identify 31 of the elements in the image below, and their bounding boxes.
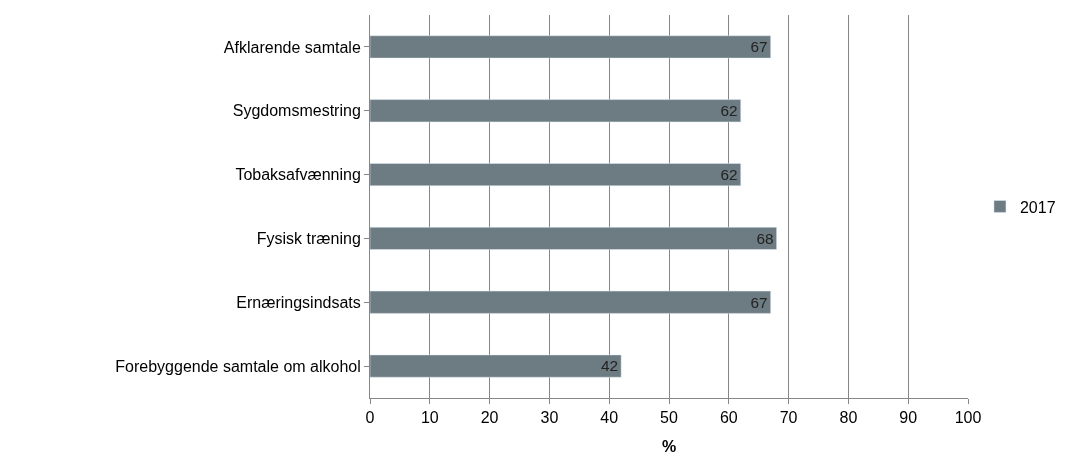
data-label: 67 [750, 38, 768, 56]
x-tick-label: 0 [365, 409, 375, 427]
y-tick-label: Sygdomsmestring [232, 102, 361, 120]
x-tick-label: 40 [600, 409, 619, 427]
y-tick-label: Ernæringsindsats [236, 293, 361, 311]
data-label: 68 [756, 229, 774, 247]
bar [370, 290, 771, 314]
data-label: 42 [600, 357, 619, 375]
x-tick-label: 60 [719, 409, 738, 427]
x-tick-label: 70 [779, 409, 798, 427]
data-label: 62 [720, 102, 738, 120]
bar [370, 227, 777, 250]
legend-label: 2017 [1019, 198, 1056, 216]
y-tick-label: Forebyggende samtale om alkohol [115, 357, 361, 375]
bar [370, 35, 771, 59]
x-tick-label: 10 [420, 409, 439, 427]
x-tick-label: 80 [839, 409, 858, 427]
data-label: 62 [720, 165, 738, 183]
x-tick-label: 30 [540, 409, 559, 427]
x-tick-label: 20 [480, 409, 499, 427]
bar [370, 99, 742, 123]
bar [370, 163, 742, 186]
x-axis-title: % [661, 437, 677, 455]
data-label: 67 [750, 293, 768, 311]
y-tick-label: Tobaksafvænning [235, 166, 361, 184]
x-tick-label: 50 [660, 409, 678, 427]
bar [370, 354, 622, 378]
x-tick-label: 100 [954, 409, 982, 427]
y-tick-label: Afklarende samtale [223, 38, 361, 56]
x-tick-label: 90 [899, 409, 918, 427]
y-tick-label: Fysisk træning [256, 230, 361, 248]
